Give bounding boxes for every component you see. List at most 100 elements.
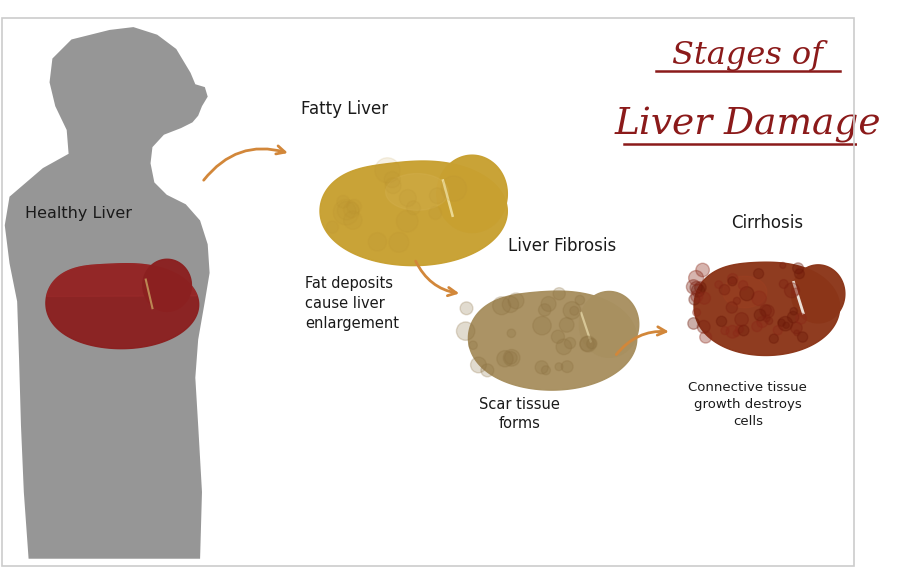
Polygon shape [436,155,508,232]
Circle shape [688,271,704,285]
Circle shape [687,280,700,294]
Circle shape [575,295,585,305]
Circle shape [396,210,418,232]
Circle shape [688,318,699,329]
Circle shape [700,331,712,343]
Circle shape [773,326,782,335]
Circle shape [505,352,518,364]
Circle shape [344,202,359,218]
Circle shape [481,364,494,377]
Circle shape [793,288,799,295]
Circle shape [753,269,763,279]
Circle shape [385,178,401,194]
Circle shape [716,316,726,327]
Circle shape [562,361,573,372]
Circle shape [738,325,749,336]
Circle shape [587,339,597,349]
Circle shape [763,315,770,322]
Circle shape [560,318,574,332]
Circle shape [333,199,359,225]
Circle shape [441,176,466,201]
Circle shape [695,282,707,293]
Circle shape [580,336,596,352]
Circle shape [715,281,723,288]
Circle shape [536,361,548,374]
Circle shape [337,196,349,208]
Circle shape [761,305,774,318]
Circle shape [429,207,442,219]
Circle shape [783,322,789,328]
Circle shape [407,201,420,215]
Polygon shape [143,259,192,311]
Text: Connective tissue
growth destroys
cells: Connective tissue growth destroys cells [688,381,807,428]
Circle shape [779,262,786,268]
Circle shape [719,285,730,295]
Text: Healthy Liver: Healthy Liver [24,207,131,221]
Circle shape [508,293,524,309]
Text: Cirrhosis: Cirrhosis [731,214,803,232]
Circle shape [541,296,556,311]
Circle shape [400,190,417,207]
Circle shape [752,321,762,332]
Circle shape [690,282,702,294]
Circle shape [797,332,807,342]
Circle shape [796,313,806,324]
Circle shape [344,211,362,229]
Circle shape [735,325,743,333]
Circle shape [757,317,768,328]
Polygon shape [47,264,197,296]
Polygon shape [320,161,508,265]
Circle shape [698,292,710,304]
Circle shape [460,302,473,315]
Circle shape [554,288,565,300]
Circle shape [471,357,486,373]
Circle shape [346,200,362,214]
Text: Stages of: Stages of [672,40,824,71]
Circle shape [778,317,793,331]
Circle shape [721,327,729,335]
Circle shape [726,302,737,313]
Circle shape [795,269,805,279]
Circle shape [790,322,802,333]
Text: Scar tissue
forms: Scar tissue forms [479,396,560,431]
Circle shape [384,172,400,187]
Circle shape [696,263,709,277]
Circle shape [688,294,700,305]
Circle shape [726,325,739,338]
Polygon shape [46,264,199,349]
Text: Liver Damage: Liver Damage [615,107,881,143]
Circle shape [785,283,799,298]
Circle shape [368,233,387,251]
Circle shape [538,304,551,316]
Circle shape [570,306,579,315]
Circle shape [389,232,409,253]
Circle shape [698,321,710,333]
Circle shape [564,338,576,349]
Circle shape [497,350,513,367]
Circle shape [778,319,785,327]
Circle shape [734,297,741,304]
Circle shape [728,277,737,286]
Circle shape [766,317,773,325]
Circle shape [338,201,356,220]
Polygon shape [468,291,637,390]
Circle shape [739,281,748,290]
Circle shape [779,279,788,289]
Circle shape [788,311,799,323]
Circle shape [542,366,551,375]
Circle shape [752,291,766,306]
Circle shape [492,297,510,315]
Circle shape [727,274,738,284]
Circle shape [754,309,766,321]
Text: Fat deposits
cause liver
enlargement: Fat deposits cause liver enlargement [305,276,399,331]
Circle shape [770,334,778,343]
Polygon shape [791,265,845,323]
Circle shape [555,363,562,371]
Circle shape [793,263,804,274]
Circle shape [507,329,516,338]
Circle shape [503,349,520,366]
Circle shape [556,339,572,354]
Polygon shape [385,173,448,210]
Circle shape [580,336,594,352]
Circle shape [693,308,700,316]
